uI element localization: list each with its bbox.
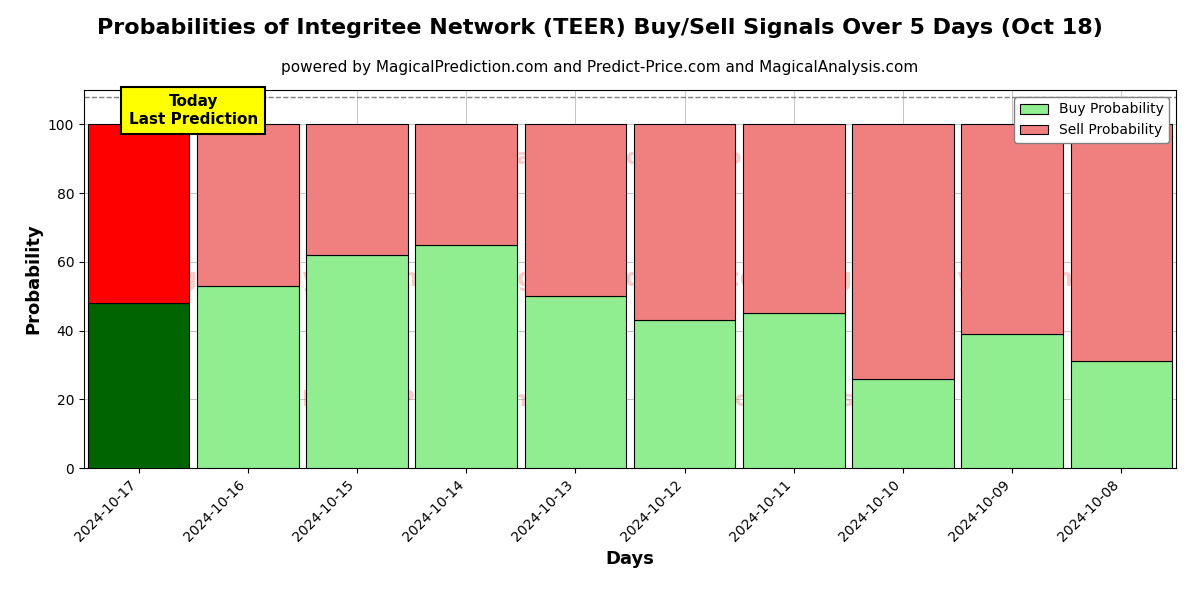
Bar <box>524 124 626 296</box>
Bar <box>197 124 299 286</box>
Bar <box>88 303 190 468</box>
Bar <box>415 124 517 245</box>
Bar <box>524 296 626 468</box>
Bar <box>743 313 845 468</box>
Legend: Buy Probability, Sell Probability: Buy Probability, Sell Probability <box>1014 97 1169 143</box>
Bar <box>306 124 408 255</box>
Text: Today
Last Prediction: Today Last Prediction <box>128 94 258 127</box>
Bar <box>852 379 954 468</box>
Text: Today
Last Prediction: Today Last Prediction <box>128 94 258 127</box>
Text: MagicalPrediction.com: MagicalPrediction.com <box>497 148 763 168</box>
Bar <box>88 124 190 303</box>
Text: MagicalAnalysis.com: MagicalAnalysis.com <box>797 267 1074 291</box>
Bar <box>961 124 1063 334</box>
Text: MagicalPrediction.com: MagicalPrediction.com <box>479 267 781 291</box>
Bar <box>1070 361 1172 468</box>
Text: MagicalPrediction.com: MagicalPrediction.com <box>301 390 587 410</box>
Bar <box>852 124 954 379</box>
Text: MagicalAnalysis.com: MagicalAnalysis.com <box>674 390 935 410</box>
Text: powered by MagicalPrediction.com and Predict-Price.com and MagicalAnalysis.com: powered by MagicalPrediction.com and Pre… <box>281 60 919 75</box>
Bar <box>634 124 736 320</box>
Bar <box>1070 124 1172 361</box>
Bar <box>415 245 517 468</box>
X-axis label: Days: Days <box>606 550 654 568</box>
Bar <box>306 255 408 468</box>
Bar <box>197 286 299 468</box>
Bar <box>634 320 736 468</box>
Bar <box>743 124 845 313</box>
Text: Probabilities of Integritee Network (TEER) Buy/Sell Signals Over 5 Days (Oct 18): Probabilities of Integritee Network (TEE… <box>97 18 1103 38</box>
Y-axis label: Probability: Probability <box>24 224 42 334</box>
Text: MagicalAnalysis.com: MagicalAnalysis.com <box>142 267 419 291</box>
Bar <box>961 334 1063 468</box>
